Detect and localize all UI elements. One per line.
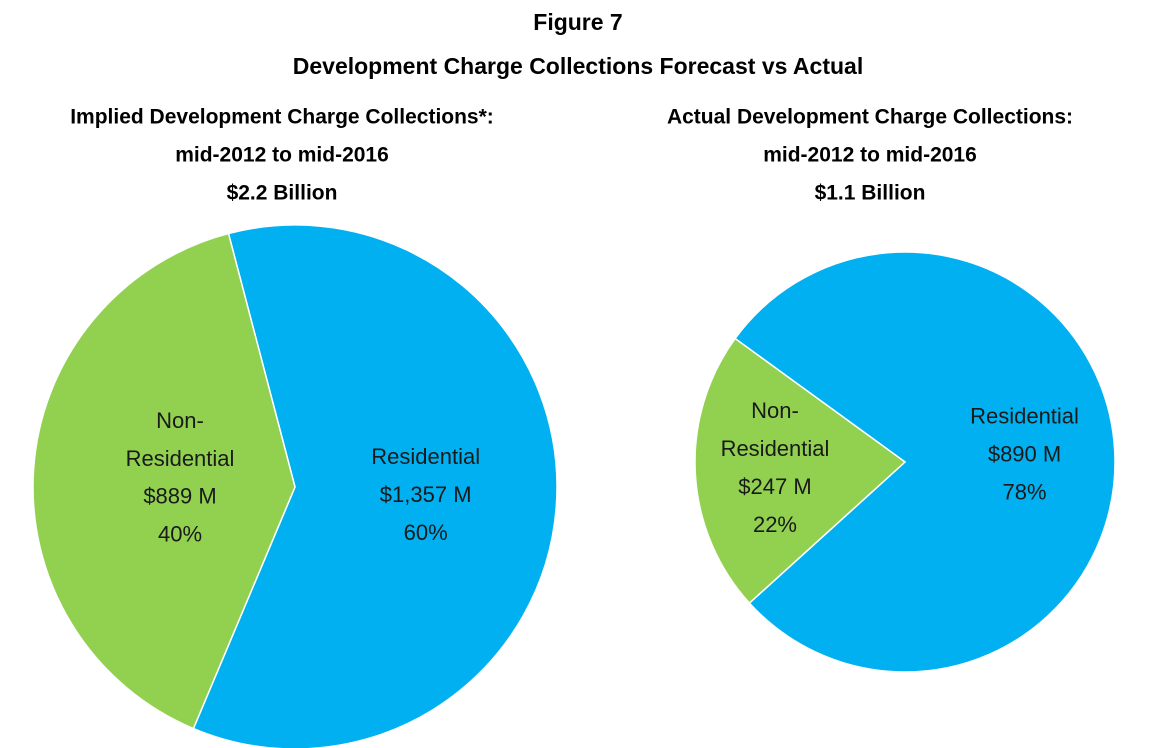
slice-share-label: 40% <box>158 522 202 547</box>
slice-category: Non- Residential <box>126 408 235 471</box>
slice-share-label: 22% <box>753 512 797 537</box>
figure-title: Figure 7 <box>533 9 622 35</box>
slice-value-label: $247 M <box>738 474 811 499</box>
slice-value-label: $1,357 M <box>380 482 472 507</box>
slice-category-line: Non- <box>156 408 204 433</box>
pie-title: Actual Development Charge Collections: <box>667 106 1073 129</box>
pie-slice <box>192 224 558 748</box>
pie-title: mid-2012 to mid-2016 <box>175 144 389 167</box>
slice-category: Residential <box>371 444 480 469</box>
pie-slice <box>32 232 296 730</box>
figure-subtitle: Development Charge Collections Forecast … <box>293 53 863 79</box>
slice-category-line: Residential <box>721 436 830 461</box>
slice-share-label: 60% <box>404 520 448 545</box>
pie-title: $1.1 Billion <box>815 182 926 205</box>
pie-slice <box>734 251 1116 673</box>
slice-share-label: 78% <box>1003 479 1047 504</box>
pie-title: mid-2012 to mid-2016 <box>763 144 977 167</box>
pie-title: $2.2 Billion <box>227 182 338 205</box>
slice-category: Non- Residential <box>721 398 830 461</box>
slice-category: Residential <box>970 403 1079 428</box>
slice-category-line: Residential <box>126 446 235 471</box>
pie-title: Implied Development Charge Collections*: <box>70 106 494 129</box>
slice-value-label: $890 M <box>988 441 1061 466</box>
slice-category-line: Non- <box>751 398 799 423</box>
slice-value-label: $889 M <box>143 484 216 509</box>
pie-slice <box>694 337 907 605</box>
